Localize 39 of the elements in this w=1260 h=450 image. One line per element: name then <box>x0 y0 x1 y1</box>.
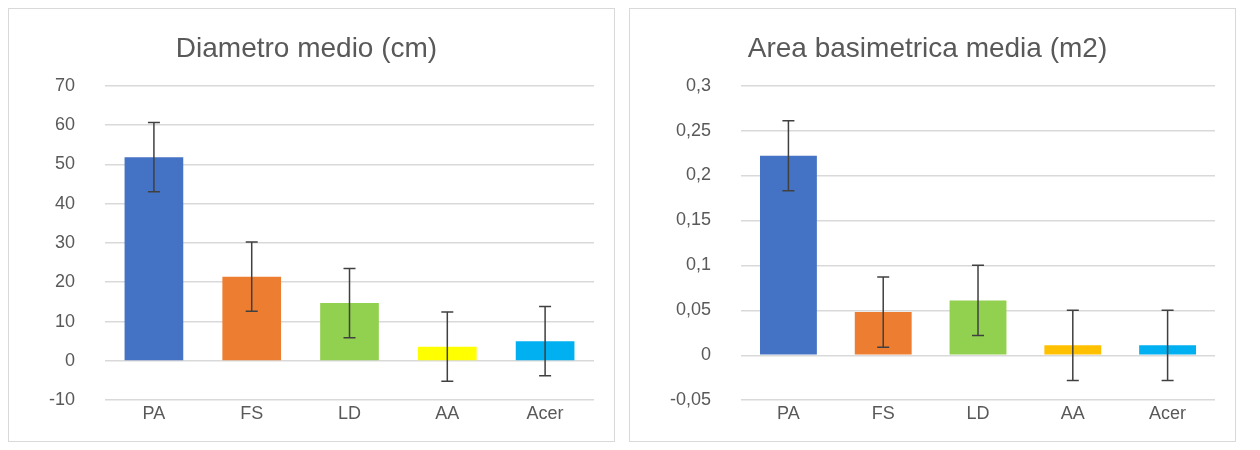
x-tick-label: PA <box>777 402 800 423</box>
y-tick-label: 50 <box>54 153 76 174</box>
y-tick-label: 0,2 <box>686 164 712 185</box>
x-tick-label: Acer <box>526 402 564 423</box>
x-tick-label: PA <box>142 402 166 423</box>
y-tick-label: 0 <box>701 344 712 365</box>
y-tick-label: -0,05 <box>670 389 712 410</box>
x-tick-label: AA <box>1060 402 1085 423</box>
chart-title: Diametro medio (cm) <box>175 31 438 63</box>
bar <box>124 157 184 361</box>
x-tick-label: FS <box>240 402 264 423</box>
y-tick-label: 0,3 <box>686 74 712 95</box>
x-tick-label: FS <box>871 402 895 423</box>
y-tick-label: 40 <box>54 192 76 213</box>
chart-title: Area basimetrica media (m2) <box>747 31 1108 63</box>
bar <box>515 341 575 361</box>
y-tick-label: 10 <box>54 310 76 331</box>
y-tick-label: 70 <box>54 74 76 95</box>
x-tick-label: LD <box>966 402 990 423</box>
y-tick-label: -10 <box>49 389 76 410</box>
bar <box>320 303 379 361</box>
bar <box>1044 345 1102 355</box>
y-tick-label: 30 <box>54 231 76 252</box>
bar <box>854 312 912 355</box>
y-tick-label: 0,15 <box>675 209 712 230</box>
x-tick-label: Acer <box>1149 402 1187 423</box>
bar <box>417 346 477 361</box>
y-tick-label: 60 <box>54 113 76 134</box>
bar <box>759 155 817 355</box>
y-tick-label: 0,1 <box>686 254 712 275</box>
bar <box>1139 345 1197 355</box>
bar <box>222 276 282 361</box>
bar <box>949 300 1007 355</box>
y-tick-label: 0,25 <box>675 119 712 140</box>
y-tick-label: 0,05 <box>675 299 712 320</box>
x-tick-label: LD <box>338 402 362 423</box>
y-tick-label: 20 <box>54 271 76 292</box>
y-tick-label: 0 <box>65 349 76 370</box>
x-tick-label: AA <box>435 402 460 423</box>
